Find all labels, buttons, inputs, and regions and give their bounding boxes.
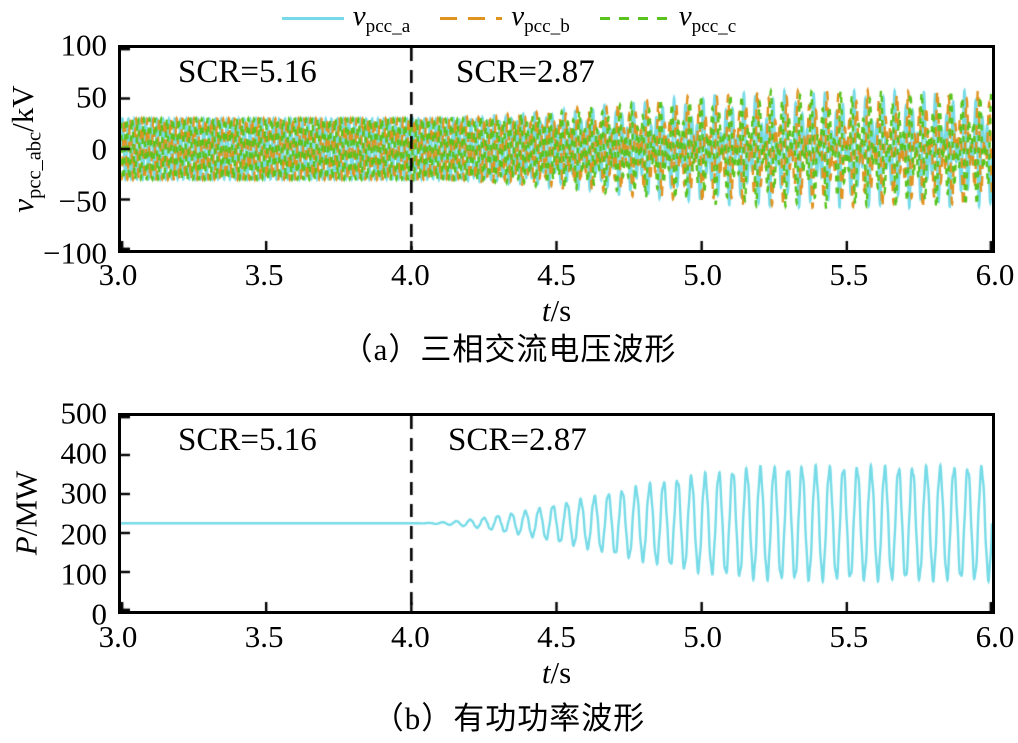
y-tick-label: 50 [76,79,107,115]
voltage-y-tick-labels: 100 50 0 −50 −100 [0,30,112,269]
legend-line-sample-long-dash-icon [440,17,503,21]
caption-a: （a）三相交流电压波形 [341,332,677,367]
y-tick-label: 0 [91,596,108,632]
x-tick-label: 3.0 [98,257,138,292]
legend-label-vpcc-c: vpcc_c [679,2,736,36]
y-tick-label: 500 [60,395,108,431]
y-tick-label: −100 [43,235,107,271]
y-tick-label: 200 [60,516,108,552]
x-tick-label: 3.0 [98,619,138,654]
x-tick-label: 4.0 [390,619,430,654]
legend-label-vpcc-a: vpcc_a [353,2,410,36]
x-tick-label: 5.5 [829,619,869,654]
x-tick-label: 3.5 [244,257,284,292]
power-y-tick-labels: 500 400 300 200 100 0 [0,398,112,630]
x-tick-label: 5.0 [683,257,723,292]
legend-label-main: v [352,0,366,32]
x-tick-label: 3.5 [244,619,284,654]
y-tick-label: 100 [60,27,108,63]
y-tick-label: 300 [60,475,108,511]
power-x-tick-labels: 3.0 3.5 4.0 4.5 5.0 5.5 6.0 [99,619,1015,655]
voltage-x-tick-labels: 3.0 3.5 4.0 4.5 5.0 5.5 6.0 [99,257,1015,293]
legend-label-main: v [511,0,525,32]
power-plot-area [118,413,995,614]
voltage-plot-area [118,45,995,253]
power-scr-annotation-right: SCR=2.87 [448,422,587,458]
legend-item-vpcc-a: vpcc_a [281,2,410,36]
legend: vpcc_a vpcc_b vpcc_c [0,2,1018,36]
x-tick-label: 6.0 [975,619,1015,654]
y-tick-label: 100 [60,556,108,592]
x-tick-label: 4.5 [537,619,576,654]
legend-label-vpcc-b: vpcc_b [511,2,570,36]
y-tick-label: 400 [60,435,108,471]
legend-item-vpcc-b: vpcc_b [440,2,570,36]
y-tick-label: 0 [91,131,108,167]
y-tick-label: −50 [58,183,107,219]
x-tick-label: 5.0 [683,619,723,654]
x-tick-label: 4.5 [537,257,576,292]
power-waveform-canvas [121,416,992,611]
power-x-axis-label: t/s [541,655,572,690]
legend-item-vpcc-c: vpcc_c [599,2,736,36]
legend-label-sub: pcc_b [524,15,570,37]
legend-label-sub: pcc_c [691,15,737,37]
x-tick-label: 5.5 [829,257,869,292]
power-scr-annotation-left: SCR=5.16 [178,422,317,458]
legend-label-sub: pcc_a [365,15,411,37]
voltage-waveform-canvas [121,48,992,250]
voltage-scr-annotation-left: SCR=5.16 [178,54,317,90]
legend-line-sample-solid-icon [281,17,344,21]
legend-label-main: v [678,0,692,32]
x-tick-label: 4.0 [390,257,430,292]
voltage-x-axis-label: t/s [541,293,572,328]
caption-b: （b）有功功率波形 [372,701,646,736]
legend-line-sample-short-dash-icon [599,17,670,21]
voltage-scr-annotation-right: SCR=2.87 [456,54,595,90]
x-tick-label: 6.0 [975,257,1015,292]
